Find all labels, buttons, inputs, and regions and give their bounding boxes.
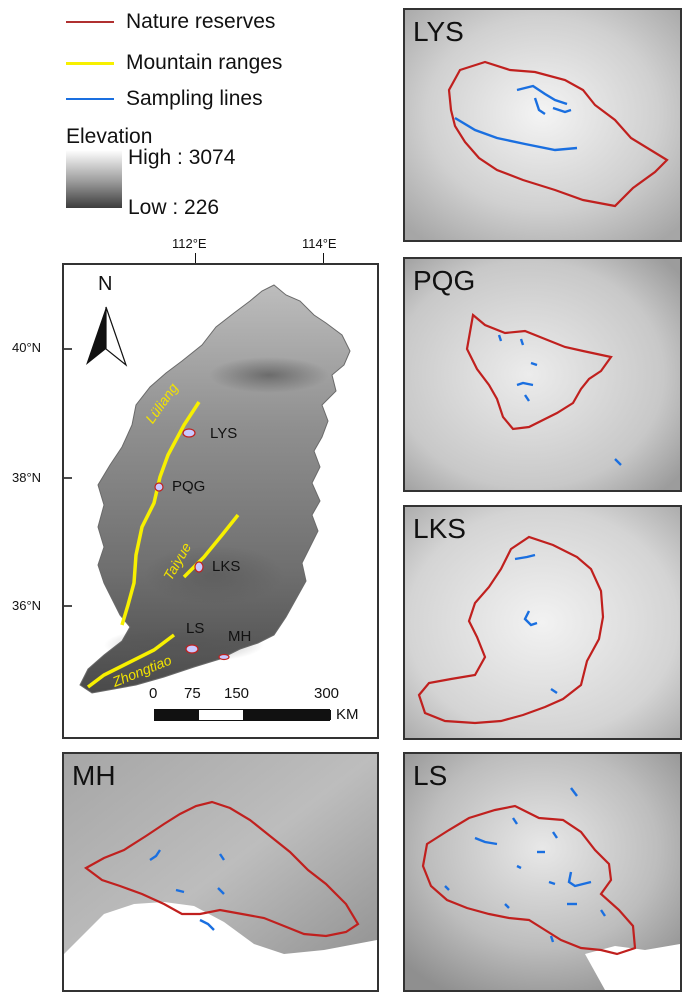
label-ls: LS — [186, 620, 205, 637]
lon-tick-mark — [195, 253, 196, 263]
main-map-svg — [64, 284, 351, 694]
mountain-range-swatch — [66, 62, 114, 65]
main-map-panel: N LYS PQG LKS LS MH Lüliang Taiyue Zhong… — [62, 263, 379, 739]
lon-tick-mark — [323, 253, 324, 263]
lks-reserve-boundary — [417, 535, 605, 725]
lat-tick-38: 38°N — [12, 470, 42, 485]
inset-lks: LKS — [403, 505, 682, 740]
elevation-low-label: Low : 226 — [128, 196, 220, 219]
reserve-lys-marker — [182, 428, 196, 438]
ls-reserve-boundary — [421, 804, 637, 956]
scale-bar-segment — [243, 710, 331, 720]
lat-tick-40: 40°N — [12, 340, 42, 355]
inset-pqg: PQG — [403, 257, 682, 492]
mh-sampling-lines — [149, 849, 225, 931]
pqg-reserve-boundary — [465, 312, 613, 431]
scale-label-300: 300 — [314, 685, 340, 702]
label-lys: LYS — [210, 425, 238, 442]
mh-reserve-boundary — [83, 800, 360, 938]
inset-pqg-map — [405, 259, 680, 490]
inset-ls: LS — [403, 752, 682, 992]
pqg-sampling-lines — [497, 334, 622, 466]
scale-bar — [154, 709, 331, 721]
label-pqg: PQG — [172, 478, 206, 495]
legend-label: Sampling lines — [126, 87, 263, 110]
inset-mh: MH — [62, 752, 379, 992]
legend-nature-reserves: Nature reserves — [66, 9, 346, 35]
inset-lys: LYS — [403, 8, 682, 242]
scale-label-0: 0 — [149, 685, 158, 702]
inset-title-lys: LYS — [413, 16, 464, 47]
reserve-ls-marker — [185, 644, 199, 654]
north-arrow-icon — [86, 306, 128, 367]
sampling-line-swatch — [66, 98, 114, 100]
inset-lks-map — [405, 507, 680, 738]
lon-tick-114: 114°E — [302, 236, 337, 251]
inset-title-ls: LS — [413, 760, 448, 791]
taiyue-range-line — [182, 513, 240, 579]
reserve-pqg-marker — [154, 482, 164, 492]
scale-label-75: 75 — [184, 685, 201, 702]
lys-reserve-boundary — [447, 60, 669, 208]
legend-mountain-ranges: Mountain ranges — [66, 50, 346, 76]
luliang-range-line — [120, 401, 201, 626]
lks-sampling-lines — [514, 553, 558, 694]
scale-label-150: 150 — [224, 685, 250, 702]
inset-mh-map — [64, 754, 377, 990]
mh-nodata-area — [64, 902, 377, 990]
inset-title-pqg: PQG — [413, 265, 476, 296]
inset-title-mh: MH — [72, 760, 116, 791]
ls-nodata-area — [585, 944, 680, 990]
scale-bar-segment — [155, 710, 199, 720]
basin-shading — [144, 545, 284, 605]
nature-reserve-swatch — [66, 21, 114, 23]
legend-label: Mountain ranges — [126, 51, 283, 74]
north-label: N — [98, 273, 113, 295]
inset-title-lks: LKS — [413, 513, 466, 544]
ls-sampling-lines — [444, 787, 606, 943]
elevation-title: Elevation — [66, 125, 153, 148]
inset-lys-map — [405, 10, 680, 240]
elevation-color-ramp — [66, 150, 122, 208]
scale-unit: KM — [336, 706, 359, 723]
lon-tick-112: 112°E — [172, 236, 207, 251]
label-lks: LKS — [212, 558, 241, 575]
basin-shading — [209, 357, 329, 393]
legend-sampling-lines: Sampling lines — [66, 86, 346, 112]
zhongtiao-range-line — [86, 633, 176, 689]
lys-sampling-lines — [454, 84, 578, 152]
inset-ls-map — [405, 754, 680, 990]
lat-tick-36: 36°N — [12, 598, 42, 613]
elevation-high-label: High : 3074 — [128, 146, 236, 169]
legend-label: Nature reserves — [126, 10, 276, 33]
reserve-mh-marker — [218, 653, 230, 661]
label-mh: MH — [228, 628, 252, 645]
reserve-lks-marker — [194, 561, 204, 573]
